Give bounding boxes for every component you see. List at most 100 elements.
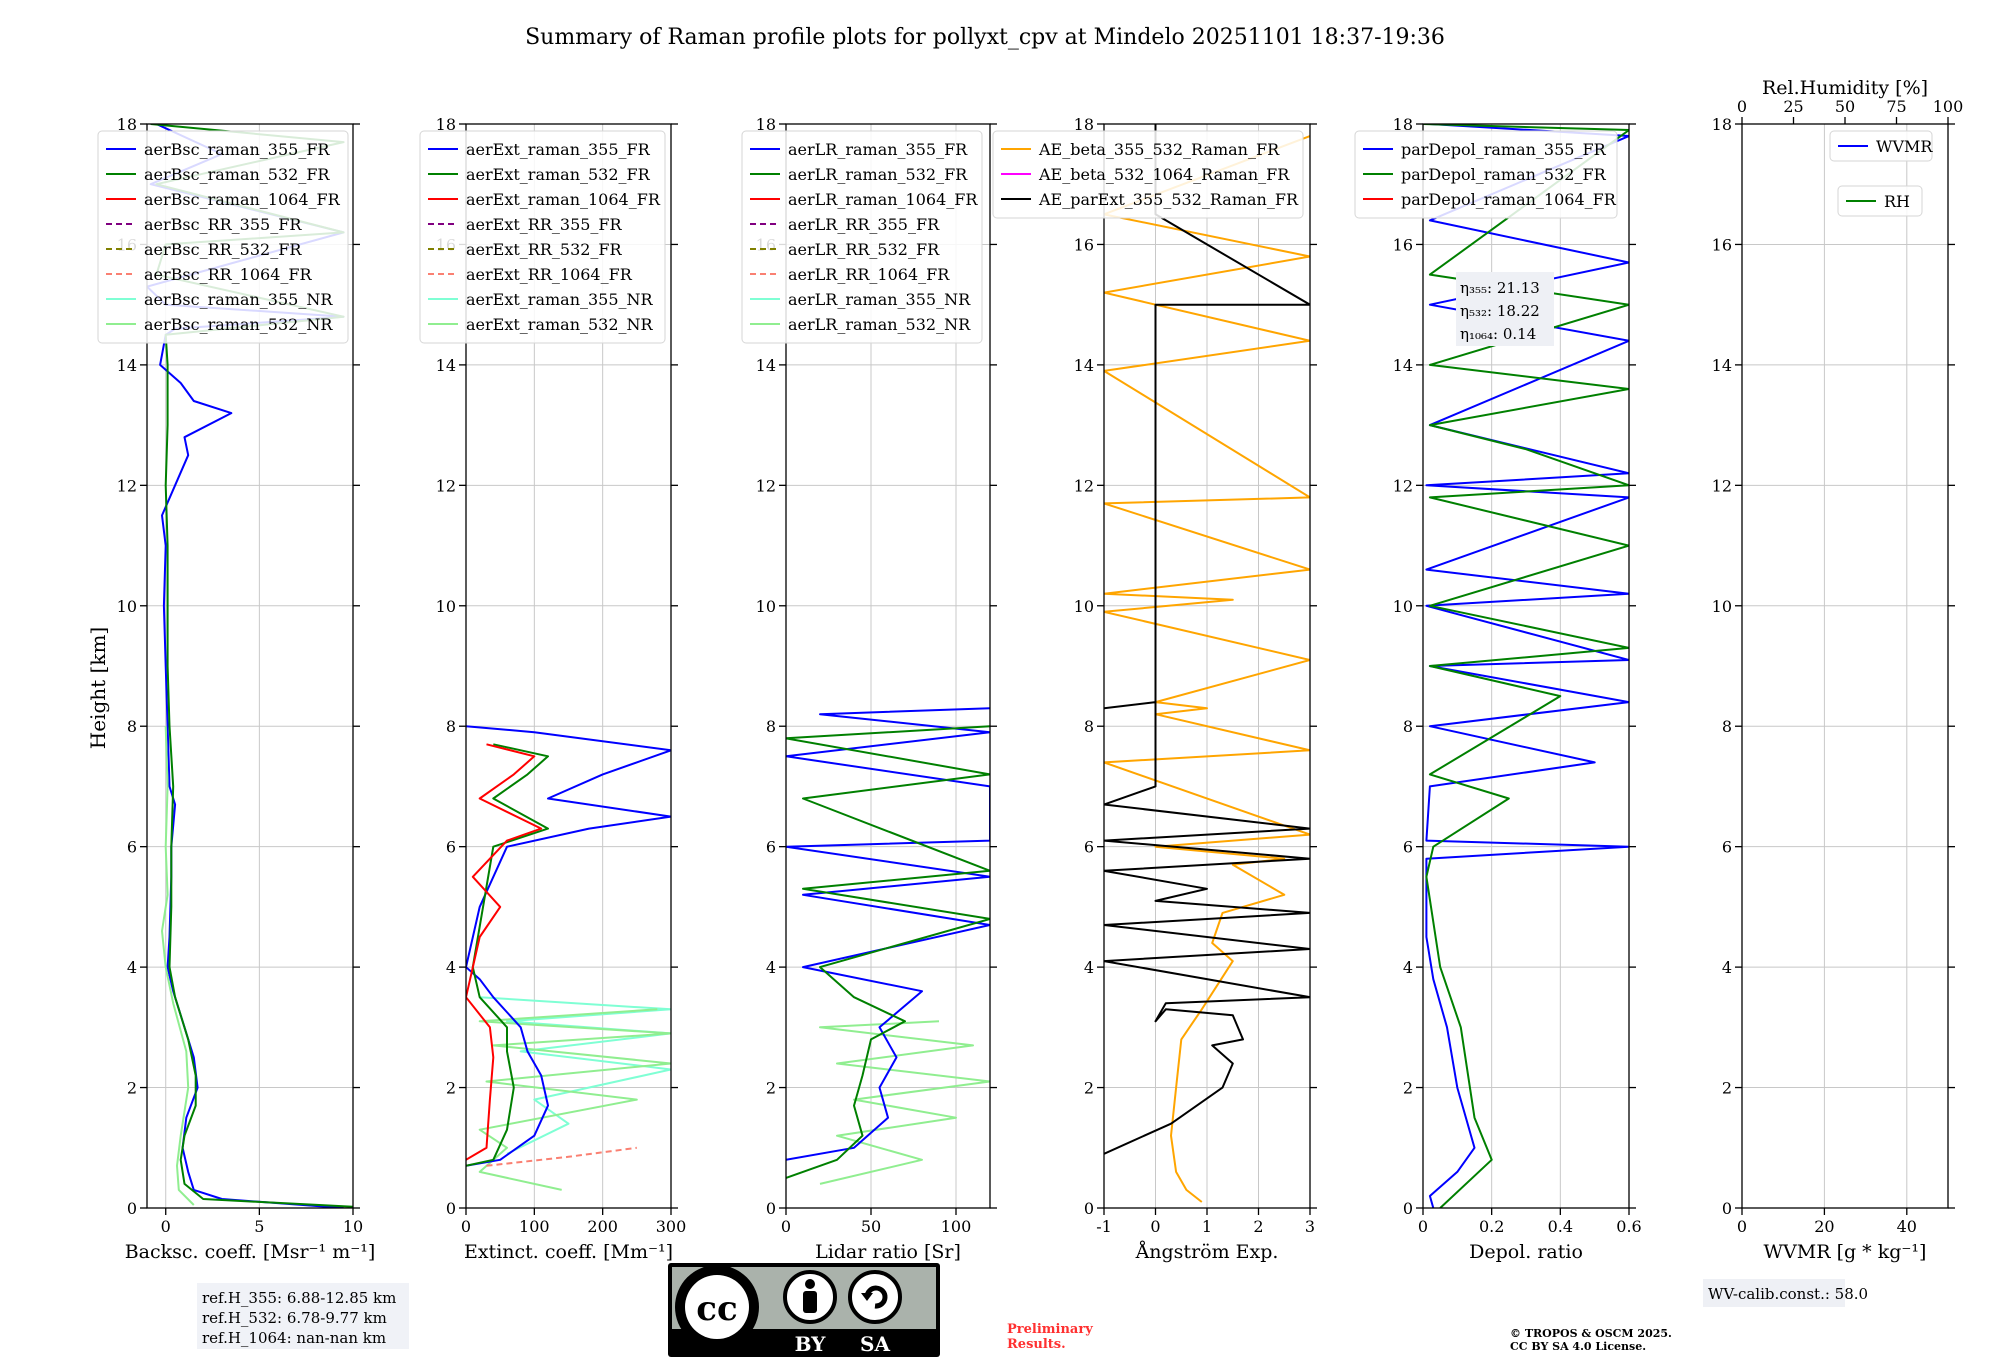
- ref-h-355: ref.H_355: 6.88-12.85 km: [202, 1289, 396, 1307]
- x-axis-label: Backsc. coeff. [Msr⁻¹ m⁻¹]: [125, 1241, 376, 1263]
- y-tick-label: 2: [1084, 1079, 1094, 1098]
- y-tick-label: 2: [446, 1079, 456, 1098]
- legend-label: aerExt_RR_355_FR: [466, 215, 623, 234]
- legend-label: aerExt_raman_355_FR: [466, 140, 651, 159]
- y-tick-label: 10: [436, 597, 456, 616]
- legend-label: aerBsc_RR_355_FR: [144, 215, 302, 234]
- axes-frame: [146, 123, 354, 1209]
- y-tick-label: 4: [1403, 958, 1413, 977]
- series-group: [1423, 124, 1629, 1208]
- legend-box: [419, 130, 666, 344]
- y-tick-label: 12: [1393, 476, 1413, 495]
- y-tick-label: 12: [756, 476, 776, 495]
- x-tick-label: 40: [1897, 1217, 1917, 1236]
- y-tick-label: 8: [446, 717, 456, 736]
- legend-box: [992, 130, 1304, 219]
- series-group: [786, 707, 990, 1185]
- y-tick-label: 14: [117, 356, 137, 375]
- legend-label: parDepol_raman_532_FR: [1401, 165, 1607, 184]
- y-tick-label: 18: [1074, 115, 1094, 134]
- series-line-aerLR_raman_532_NR: [819, 1020, 990, 1185]
- x-axis-label: Ångström Exp.: [1135, 1241, 1279, 1263]
- legend-label: aerBsc_raman_532_FR: [144, 165, 330, 184]
- y-tick-label: 18: [1712, 115, 1732, 134]
- series-group: [1104, 124, 1310, 1203]
- x-tick-label: 5: [254, 1217, 264, 1236]
- legend-label: aerBsc_raman_532_NR: [144, 315, 333, 334]
- panel-wv: 0 2 4 6 8 10 12 14 16 18 0 20 40 WVMR [g * kg⁻¹] 0 25 50…: [1712, 77, 1964, 1263]
- series-line-aerBsc_raman_532_NR: [161, 726, 195, 1206]
- cc-logo-text: cc: [696, 1289, 737, 1329]
- top-x-tick-label: 100: [1933, 97, 1964, 116]
- eta-1064: η₁₀₆₄: 0.14: [1460, 325, 1536, 343]
- top-x-tick-label: 75: [1886, 97, 1906, 116]
- x-tick-label: 0: [1418, 1217, 1428, 1236]
- legend-label: aerExt_RR_532_FR: [466, 240, 623, 259]
- share-alike-icon: [848, 1270, 902, 1324]
- legend-label: aerBsc_raman_1064_FR: [144, 190, 341, 209]
- axes-frame: [785, 123, 991, 1209]
- y-tick-label: 0: [1084, 1199, 1094, 1218]
- cc-license-badge: cc BY SA: [668, 1263, 940, 1357]
- x-tick-label: 2: [1253, 1217, 1263, 1236]
- x-tick-label: 20: [1814, 1217, 1834, 1236]
- y-tick-label: 16: [1712, 235, 1732, 254]
- preliminary-line-2: Results.: [1007, 1337, 1066, 1352]
- legend-label: aerExt_RR_1064_FR: [466, 265, 633, 284]
- top-x-tick-label: 0: [1737, 97, 1747, 116]
- x-tick-label: 0: [781, 1217, 791, 1236]
- ref-height-box: ref.H_355: 6.88-12.85 km ref.H_532: 6.78…: [197, 1283, 409, 1349]
- y-tick-label: 16: [1074, 235, 1094, 254]
- y-tick-label: 4: [1722, 958, 1732, 977]
- y-tick-label: 14: [1393, 356, 1413, 375]
- legend-lr: aerLR_raman_355_FR aerLR_raman_532_FR aerL…: [741, 130, 983, 344]
- legend-box: [1837, 185, 1923, 217]
- series-line-aerExt_RR_1064_FR: [486, 1146, 637, 1167]
- y-tick-label: 12: [1712, 476, 1732, 495]
- x-tick-label: 0.2: [1479, 1217, 1504, 1236]
- legend-label: aerLR_raman_532_FR: [788, 165, 968, 184]
- y-tick-label: 18: [756, 115, 776, 134]
- y-tick-label: 6: [766, 838, 776, 857]
- series-line-parDepol_raman_355_FR: [1425, 124, 1629, 1208]
- x-tick-label: 3: [1305, 1217, 1315, 1236]
- y-tick-label: 6: [1722, 838, 1732, 857]
- y-tick-label: 8: [1084, 717, 1094, 736]
- y-tick-label: 18: [436, 115, 456, 134]
- panel-ext: 0246810121416180100200300Extinct. coeff.…: [419, 115, 687, 1263]
- top-x-tick-label: 25: [1783, 97, 1803, 116]
- series-line-aerExt_raman_532_FR: [466, 743, 549, 1167]
- axes-frame: [465, 123, 672, 1209]
- eta-532: η₅₃₂: 18.22: [1460, 302, 1540, 320]
- y-tick-label: 4: [1084, 958, 1094, 977]
- ref-h-532: ref.H_532: 6.78-9.77 km: [202, 1309, 387, 1327]
- legend-wv-1: RH: [1837, 185, 1923, 217]
- y-tick-label: 16: [1393, 235, 1413, 254]
- legend-label: aerLR_raman_355_FR: [788, 140, 968, 159]
- x-tick-label: 100: [941, 1217, 972, 1236]
- y-tick-label: 2: [766, 1079, 776, 1098]
- y-tick-label: 0: [1403, 1199, 1413, 1218]
- legend-label: aerLR_raman_355_NR: [788, 290, 971, 309]
- legend-ext: aerExt_raman_355_FR aerExt_raman_532_FRae…: [419, 130, 666, 344]
- axes-frame: [1741, 123, 1949, 1209]
- x-tick-label: 0.4: [1548, 1217, 1573, 1236]
- legend-label: parDepol_raman_1064_FR: [1401, 190, 1617, 209]
- x-tick-label: 300: [656, 1217, 687, 1236]
- legend-label: aerLR_raman_532_NR: [788, 315, 971, 334]
- y-tick-label: 0: [1722, 1199, 1732, 1218]
- y-tick-label: 8: [127, 717, 137, 736]
- y-tick-label: 12: [1074, 476, 1094, 495]
- legend-label: aerLR_raman_1064_FR: [788, 190, 978, 209]
- y-tick-label: 18: [117, 115, 137, 134]
- legend-label: aerLR_RR_532_FR: [788, 240, 940, 259]
- legend-label: aerBsc_raman_355_NR: [144, 290, 333, 309]
- legend-label: parDepol_raman_355_FR: [1401, 140, 1607, 159]
- series-line-aerExt_raman_532_NR: [478, 1008, 671, 1191]
- x-tick-label: 0: [1150, 1217, 1160, 1236]
- copyright-line-1: © TROPOS & OSCM 2025.: [1510, 1327, 1672, 1340]
- x-tick-label: 0.6: [1616, 1217, 1641, 1236]
- series-line-AE_beta_355_532_Raman_FR: [1104, 135, 1310, 1203]
